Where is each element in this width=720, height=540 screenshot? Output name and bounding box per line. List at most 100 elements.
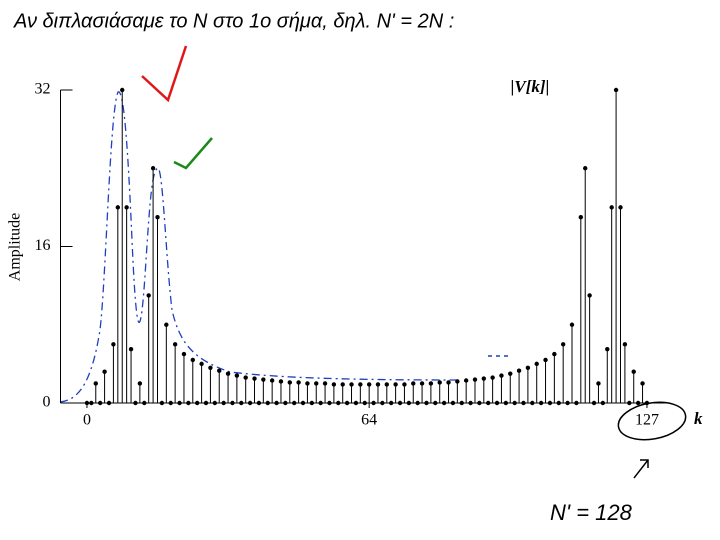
stem-marker xyxy=(261,377,266,382)
stem-marker xyxy=(521,400,526,406)
stem-marker xyxy=(419,381,425,386)
stem-marker xyxy=(547,400,553,406)
stem-marker xyxy=(234,373,240,378)
stem-marker xyxy=(627,400,632,406)
stem-marker xyxy=(640,381,645,386)
stem-marker xyxy=(499,373,504,378)
series-label: |V[k]| xyxy=(511,77,550,96)
stem-marker xyxy=(314,381,319,386)
stem-marker xyxy=(194,400,200,406)
stem-marker xyxy=(481,376,487,381)
stem-marker xyxy=(283,400,288,406)
stem-marker xyxy=(375,382,381,387)
envelope-curve xyxy=(59,91,461,403)
stem-marker xyxy=(613,87,619,93)
stem-marker xyxy=(327,400,332,406)
stem-marker xyxy=(565,400,570,406)
red-check xyxy=(141,45,188,103)
stem-marker xyxy=(618,205,623,210)
stem-marker xyxy=(455,379,460,384)
stem-marker xyxy=(622,342,628,347)
stem-marker xyxy=(574,400,579,406)
stem-marker xyxy=(212,400,218,406)
stem-marker xyxy=(252,376,257,381)
stem-marker xyxy=(120,87,125,93)
stem-marker xyxy=(366,382,372,387)
stem-marker xyxy=(199,361,204,367)
handwritten-title: Αν διπλασιάσαμε το N στο 1ο σήμα, δηλ. N… xyxy=(13,10,454,32)
stem-marker xyxy=(186,400,191,406)
green-check xyxy=(173,137,213,170)
stem-marker xyxy=(168,400,173,406)
stem-marker xyxy=(344,400,350,406)
stem-marker xyxy=(389,400,394,406)
stem-marker xyxy=(512,400,517,406)
stem-marker xyxy=(516,368,522,373)
stem-marker xyxy=(463,378,469,383)
stem-marker xyxy=(291,400,297,406)
stem-marker xyxy=(172,342,178,347)
stem-marker xyxy=(111,342,116,347)
stem-marker xyxy=(318,400,323,406)
stem-marker xyxy=(411,381,416,386)
stem-marker xyxy=(247,400,253,406)
stem-marker xyxy=(353,400,359,406)
y-tick-label: 0 xyxy=(43,394,51,411)
stem-marker xyxy=(225,371,231,376)
stem-marker xyxy=(102,369,107,374)
stem-marker xyxy=(300,400,306,406)
stem-marker xyxy=(468,400,473,406)
stem-marker xyxy=(433,400,438,406)
stem-marker xyxy=(556,400,561,406)
y-tick-label: 32 xyxy=(35,81,51,98)
stem-marker xyxy=(543,357,548,363)
stem-marker xyxy=(371,400,376,406)
stem-marker xyxy=(380,400,385,406)
stem-marker xyxy=(446,380,451,385)
stem-marker xyxy=(305,381,310,386)
stem-marker xyxy=(609,205,614,210)
stem-marker xyxy=(278,379,284,384)
stem-marker xyxy=(106,400,112,406)
stem-marker xyxy=(269,378,275,383)
stem-marker xyxy=(93,381,98,386)
stem-marker xyxy=(490,375,495,380)
stem-marker xyxy=(428,381,434,386)
stem-marker xyxy=(560,342,566,347)
stem-marker xyxy=(150,166,156,171)
stem-marker xyxy=(146,293,151,298)
stem-marker xyxy=(591,400,597,406)
stem-marker xyxy=(596,381,601,386)
stem-marker xyxy=(477,400,482,406)
stem-marker xyxy=(217,368,222,373)
stem-marker xyxy=(384,382,389,387)
stem-marker xyxy=(142,400,147,406)
y-axis-label: Amplitude xyxy=(7,213,24,281)
stem-marker xyxy=(631,369,636,374)
stem-marker xyxy=(525,365,531,370)
stem-marker xyxy=(450,400,456,406)
stem-marker xyxy=(472,377,478,382)
stem-marker xyxy=(181,351,187,357)
stem-marker xyxy=(203,400,209,406)
stem-marker xyxy=(415,400,420,406)
stem-marker xyxy=(256,400,262,406)
stem-marker xyxy=(309,400,315,406)
stem-marker xyxy=(441,400,447,406)
stem-marker xyxy=(159,400,165,406)
stem-marker xyxy=(587,293,592,298)
stem-marker xyxy=(437,380,442,385)
stem-marker xyxy=(538,400,544,406)
stem-marker xyxy=(605,347,610,352)
stem-marker xyxy=(503,400,509,406)
stem-marker xyxy=(644,400,650,406)
stem-marker xyxy=(494,400,500,406)
stem-marker xyxy=(287,380,292,385)
stem-marker xyxy=(635,400,641,406)
stem-marker xyxy=(530,400,535,406)
stem-marker xyxy=(124,205,129,210)
x-axis-label: k xyxy=(694,409,703,428)
stem-marker xyxy=(358,382,363,387)
stem-marker xyxy=(239,400,244,406)
